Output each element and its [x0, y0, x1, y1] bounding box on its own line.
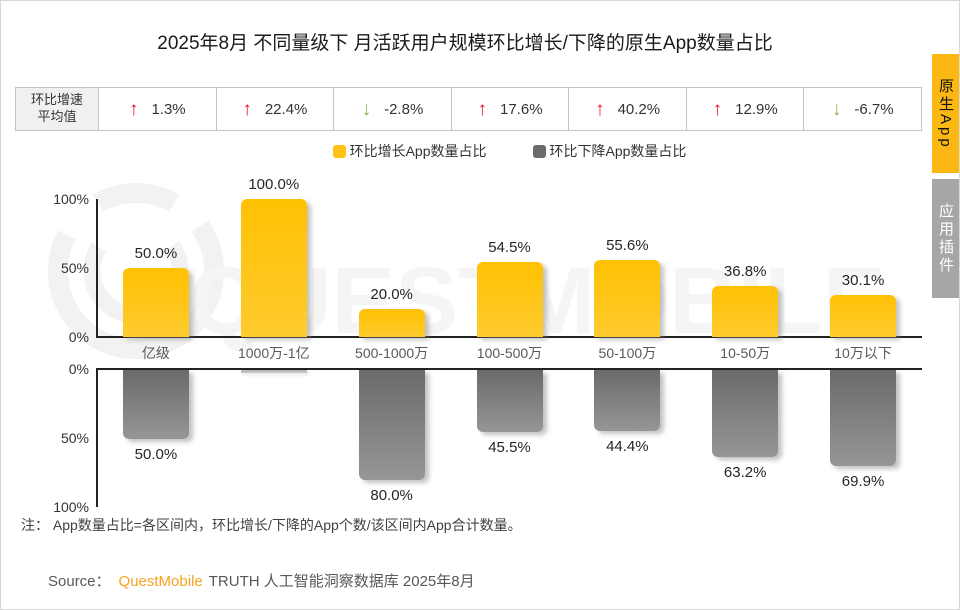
y-axis-tick-bottom: 0% [68, 361, 89, 377]
decline-bar-label: 45.5% [488, 439, 531, 457]
avg-growth-cell: ↑ 1.3% [99, 88, 217, 130]
avg-growth-value: 22.4% [264, 100, 308, 118]
avg-growth-value: 17.6% [500, 100, 543, 118]
avg-growth-value: -2.8% [384, 100, 424, 118]
growth-bar-label: 100.0% [248, 176, 300, 193]
decline-bar [122, 370, 189, 439]
source-prefix: Source： [48, 573, 111, 590]
growth-bar [712, 286, 779, 337]
avg-growth-value: 1.3% [151, 100, 186, 118]
category-label: 亿级 [141, 345, 170, 361]
footnote: 注： App数量占比=各区间内，环比增长/下降的App个数/该区间内App合计数… [21, 517, 522, 533]
y-axis-tick-top: 100% [53, 191, 89, 207]
bottom-chart-y-axis [96, 368, 98, 507]
tab-app-plugin[interactable]: 应用插件 [932, 179, 959, 298]
legend-item: 环比增长App数量占比 [332, 141, 487, 161]
growth-bar-label: 36.8% [723, 263, 767, 281]
growth-bar-label: 30.1% [841, 272, 885, 290]
page-title: 2025年8月 不同量级下 月活跃用户规模环比增长/下降的原生App数量占比 [157, 33, 773, 54]
arrow-up-icon: ↑ [477, 98, 488, 120]
source-brand: QuestMobile [118, 573, 203, 590]
avg-growth-cell: ↓ -2.8% [334, 88, 452, 130]
decline-bar [712, 370, 779, 457]
arrow-up-icon: ↑ [128, 98, 139, 120]
avg-growth-header: 环比增速 平均值 [16, 88, 99, 130]
decline-bar [476, 370, 543, 433]
decline-bar-label: 44.4% [606, 437, 649, 455]
decline-bar-label: 80.0% [370, 486, 413, 504]
decline-bar-label: 50.0% [134, 445, 178, 463]
growth-bar-label: 54.5% [488, 238, 531, 256]
arrow-down-icon: ↓ [831, 98, 842, 120]
decline-bar [358, 370, 425, 480]
legend-label: 环比增长App数量占比 [349, 143, 487, 159]
avg-growth-table: 环比增速 平均值 ↑ 1.3% ↑ 22.4% ↓ -2.8% ↑ 17.6% ↑ 40.2% ↑ 1… [15, 87, 922, 131]
growth-bar-label: 55.6% [606, 237, 649, 255]
growth-bar [830, 295, 897, 337]
arrow-up-icon: ↑ [242, 98, 252, 120]
tab-native-app[interactable]: 原生App [932, 54, 959, 173]
decline-bar [830, 370, 897, 466]
decline-bar [240, 370, 307, 373]
decline-bar-label: 69.9% [841, 472, 885, 490]
growth-bar [358, 309, 425, 337]
avg-growth-cells: ↑ 1.3% ↑ 22.4% ↓ -2.8% ↑ 17.6% ↑ 40.2% ↑ 12.9% ↓ -6.7… [99, 88, 921, 130]
decline-bar-label: 63.2% [723, 463, 767, 481]
avg-header-line1: 环比增速 [30, 92, 83, 108]
category-label: 500-1000万 [355, 345, 429, 361]
legend-label: 环比下降App数量占比 [549, 143, 687, 159]
avg-growth-cell: ↑ 12.9% [687, 88, 805, 130]
growth-bar-label: 50.0% [134, 245, 178, 262]
growth-bar [122, 268, 189, 337]
growth-bar [476, 261, 543, 337]
y-axis-tick-top: 0% [68, 329, 89, 345]
avg-growth-value: 40.2% [617, 100, 661, 118]
growth-bar-label: 20.0% [370, 286, 413, 304]
arrow-down-icon: ↓ [361, 98, 372, 120]
avg-growth-cell: ↑ 17.6% [452, 88, 570, 130]
avg-growth-cell: ↑ 22.4% [217, 88, 335, 130]
avg-growth-cell: ↓ -6.7% [804, 88, 921, 130]
bottom-chart-baseline [96, 368, 922, 370]
legend-swatch [332, 144, 346, 158]
arrow-up-icon: ↑ [712, 98, 723, 120]
top-chart-baseline [96, 336, 922, 338]
chart-legend: 环比增长App数量占比 环比下降App数量占比 [97, 141, 922, 161]
category-label: 10万以下 [834, 345, 892, 361]
category-label: 100-500万 [476, 345, 543, 361]
source-line: Source： QuestMobile TRUTH 人工智能洞察数据库 2025年8… [48, 570, 475, 591]
avg-growth-cell: ↑ 40.2% [569, 88, 687, 130]
y-axis-tick-bottom: 50% [60, 430, 89, 446]
decline-bar [594, 370, 661, 431]
category-label: 10-50万 [720, 345, 771, 361]
category-label: 1000万-1亿 [237, 345, 310, 361]
avg-growth-value: -6.7% [854, 100, 894, 118]
growth-bar [594, 260, 661, 337]
growth-bar [240, 199, 307, 337]
arrow-up-icon: ↑ [595, 98, 605, 120]
legend-swatch [532, 144, 546, 158]
category-label: 50-100万 [598, 345, 657, 361]
source-rest: TRUTH 人工智能洞察数据库 2025年8月 [208, 573, 475, 590]
top-chart-y-axis [96, 199, 98, 338]
y-axis-tick-top: 50% [60, 260, 89, 276]
y-axis-tick-bottom: 100% [53, 499, 89, 515]
avg-growth-value: 12.9% [735, 100, 778, 118]
avg-header-line2: 平均值 [37, 109, 77, 124]
legend-item: 环比下降App数量占比 [532, 141, 687, 161]
